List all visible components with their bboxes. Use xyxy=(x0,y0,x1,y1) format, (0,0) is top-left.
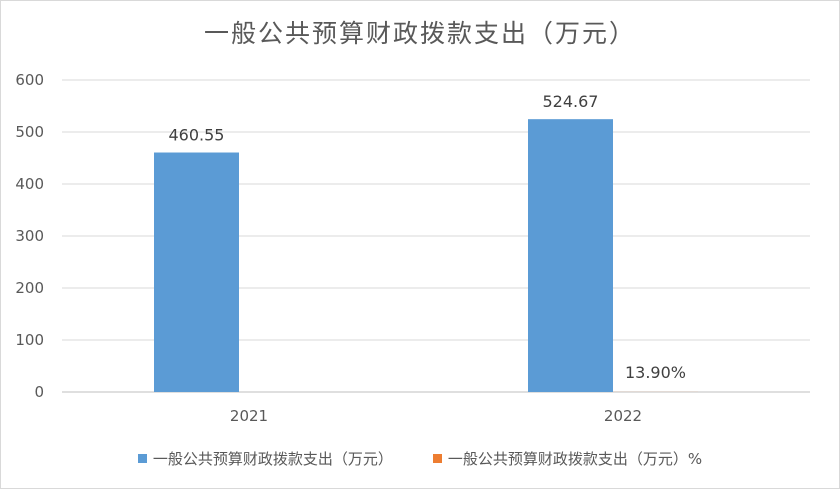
legend-swatch-series-1 xyxy=(137,453,147,463)
x-tick-label: 2022 xyxy=(604,407,642,425)
chart-legend: 一般公共预算财政拨款支出（万元） 一般公共预算财政拨款支出（万元）% xyxy=(0,447,840,469)
x-tick-label: 2021 xyxy=(230,407,268,425)
y-tick-label: 200 xyxy=(15,279,44,297)
legend-item-series-2: 一般公共预算财政拨款支出（万元）% xyxy=(432,448,703,469)
legend-label-series-1: 一般公共预算财政拨款支出（万元） xyxy=(152,449,393,468)
y-tick-label: 600 xyxy=(15,71,44,89)
data-label: 13.90% xyxy=(625,363,686,382)
data-label: 460.55 xyxy=(169,126,225,145)
y-tick-label: 0 xyxy=(34,383,44,401)
legend-item-series-1: 一般公共预算财政拨款支出（万元） xyxy=(137,448,393,469)
chart-title: 一般公共预算财政拨款支出（万元） xyxy=(203,19,636,48)
y-tick-label: 400 xyxy=(15,175,44,193)
legend-label-series-2: 一般公共预算财政拨款支出（万元）% xyxy=(447,449,703,468)
y-tick-label: 500 xyxy=(15,123,44,141)
legend-swatch-series-2 xyxy=(432,453,442,463)
bar-1 xyxy=(154,152,239,392)
data-label: 524.67 xyxy=(543,92,599,111)
y-tick-label: 300 xyxy=(15,227,44,245)
bar-1 xyxy=(528,119,613,392)
y-tick-label: 100 xyxy=(15,331,44,349)
